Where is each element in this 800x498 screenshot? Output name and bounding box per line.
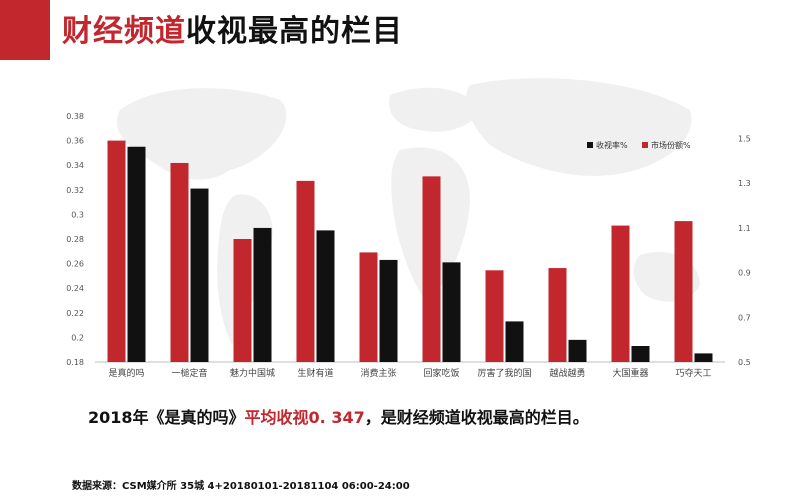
category-label: 是真的吗: [108, 367, 144, 379]
share-bar: [296, 180, 315, 362]
share-bar: [359, 252, 378, 362]
category-label: 巧夺天工: [675, 367, 711, 379]
summary-prefix: 2018年《是真的吗》: [88, 408, 245, 427]
left-tick-label: 0.36: [66, 137, 84, 146]
rating-bar: [505, 321, 524, 362]
share-bar: [422, 176, 441, 362]
legend-label: 收视率%: [596, 140, 628, 150]
right-tick-label: 1.3: [738, 179, 751, 188]
rating-bar: [316, 230, 335, 362]
share-bar: [485, 270, 504, 362]
left-tick-label: 0.38: [66, 112, 84, 121]
data-source: 数据来源：CSM媒介所 35城 4+20180101-20181104 06:0…: [72, 481, 410, 492]
share-bar: [170, 162, 189, 362]
share-bar: [107, 140, 126, 362]
left-tick-label: 0.24: [66, 284, 84, 293]
right-tick-label: 0.5: [738, 358, 751, 367]
category-label: 越战越勇: [549, 367, 585, 379]
legend-label: 市场份额%: [651, 140, 691, 150]
category-label: 厉害了我的国: [477, 367, 531, 379]
corner-accent-block: [0, 0, 50, 60]
legend-swatch: [587, 142, 593, 148]
left-tick-label: 0.3: [71, 210, 84, 219]
rating-bar: [694, 353, 713, 362]
rating-bar: [442, 262, 461, 362]
right-tick-label: 1.5: [738, 134, 751, 143]
share-bar: [233, 239, 252, 362]
category-label: 生财有道: [297, 367, 333, 379]
legend-swatch: [642, 142, 648, 148]
rating-bar: [631, 346, 650, 362]
share-bar: [611, 225, 630, 362]
left-tick-label: 0.22: [66, 309, 84, 318]
right-tick-label: 1.1: [738, 224, 751, 233]
share-bar: [548, 268, 567, 362]
rating-bar: [190, 188, 209, 362]
rating-bar: [127, 146, 146, 362]
category-label: 大国重器: [612, 367, 648, 379]
left-tick-label: 0.34: [66, 161, 84, 170]
category-label: 一槌定音: [171, 367, 207, 379]
category-label: 魅力中国城: [230, 367, 275, 379]
left-tick-label: 0.28: [66, 235, 84, 244]
page-title: 财经频道收视最高的栏目: [62, 12, 403, 52]
rating-bar: [253, 227, 272, 362]
left-tick-label: 0.32: [66, 186, 84, 195]
rating-bar: [568, 339, 587, 362]
title-highlight: 财经频道: [62, 14, 186, 49]
rating-bar: [379, 259, 398, 362]
title-rest: 收视最高的栏目: [186, 14, 403, 49]
summary-suffix: ，是财经频道收视最高的栏目。: [364, 408, 589, 427]
right-tick-label: 0.9: [738, 269, 751, 278]
legend: 收视率% 市场份额%: [587, 140, 691, 150]
summary-highlight: 平均收视0. 347: [244, 408, 365, 427]
summary-text: 2018年《是真的吗》平均收视0. 347，是财经频道收视最高的栏目。: [88, 404, 589, 428]
category-label: 回家吃饭: [423, 367, 459, 379]
category-label: 消费主张: [360, 367, 396, 379]
share-bar: [674, 221, 693, 362]
left-tick-label: 0.26: [66, 260, 84, 269]
left-tick-label: 0.18: [66, 358, 84, 367]
right-tick-label: 0.7: [738, 313, 751, 322]
left-tick-label: 0.2: [71, 333, 84, 342]
